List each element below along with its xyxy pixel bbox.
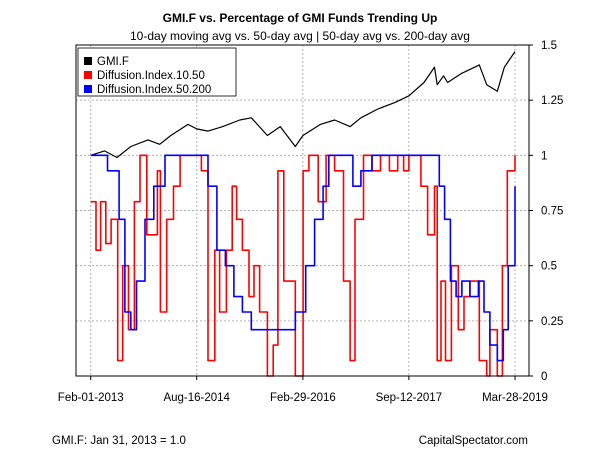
y-tick-label: 1.25	[541, 95, 563, 107]
y-tick-label: 1.5	[541, 40, 557, 52]
y-tick-label: 0	[541, 371, 547, 383]
chart-subtitle: 10-day moving avg vs. 50-day avg | 50-da…	[130, 29, 470, 43]
x-tick-label: Mar-28-2019	[482, 392, 548, 404]
series-line-2	[90, 154, 516, 362]
source-credit: CapitalSpectator.com	[419, 435, 528, 447]
x-axis: Feb-01-2013 Aug-16-2014 Feb-29-2016 Sep-12-…	[58, 376, 548, 404]
y-tick-label: 1	[541, 150, 547, 162]
legend-label-gmi: GMI.F	[97, 56, 129, 68]
series-line-0	[90, 51, 516, 159]
x-tick-label: Feb-01-2013	[58, 392, 124, 404]
x-tick-label: Sep-12-2017	[376, 392, 443, 404]
y-tick-label: 0.5	[541, 261, 557, 273]
y-axis: 0 0.25 0.5 0.75 1 1.25 1.5	[529, 40, 563, 383]
legend-label-diffusion-50-200: Diffusion.Index.50.200	[97, 84, 211, 96]
legend-box	[77, 47, 237, 97]
x-tick-label: Feb-29-2016	[270, 392, 336, 404]
x-tick-label: Aug-16-2014	[163, 392, 230, 404]
y-tick-label: 0.75	[541, 206, 563, 218]
series-lines	[90, 51, 516, 377]
y-tick-label: 0.25	[541, 316, 563, 328]
legend-swatch-diffusion-10-50	[84, 71, 92, 79]
legend: GMI.F Diffusion.Index.10.50 Diffusion.In…	[77, 47, 237, 97]
legend-label-diffusion-10-50: Diffusion.Index.10.50	[97, 70, 205, 82]
base-date-note: GMI.F: Jan 31, 2013 = 1.0	[52, 435, 186, 447]
chart-title: GMI.F vs. Percentage of GMI Funds Trendi…	[163, 11, 438, 25]
legend-swatch-diffusion-50-200	[84, 85, 92, 93]
legend-swatch-gmi	[84, 57, 92, 65]
